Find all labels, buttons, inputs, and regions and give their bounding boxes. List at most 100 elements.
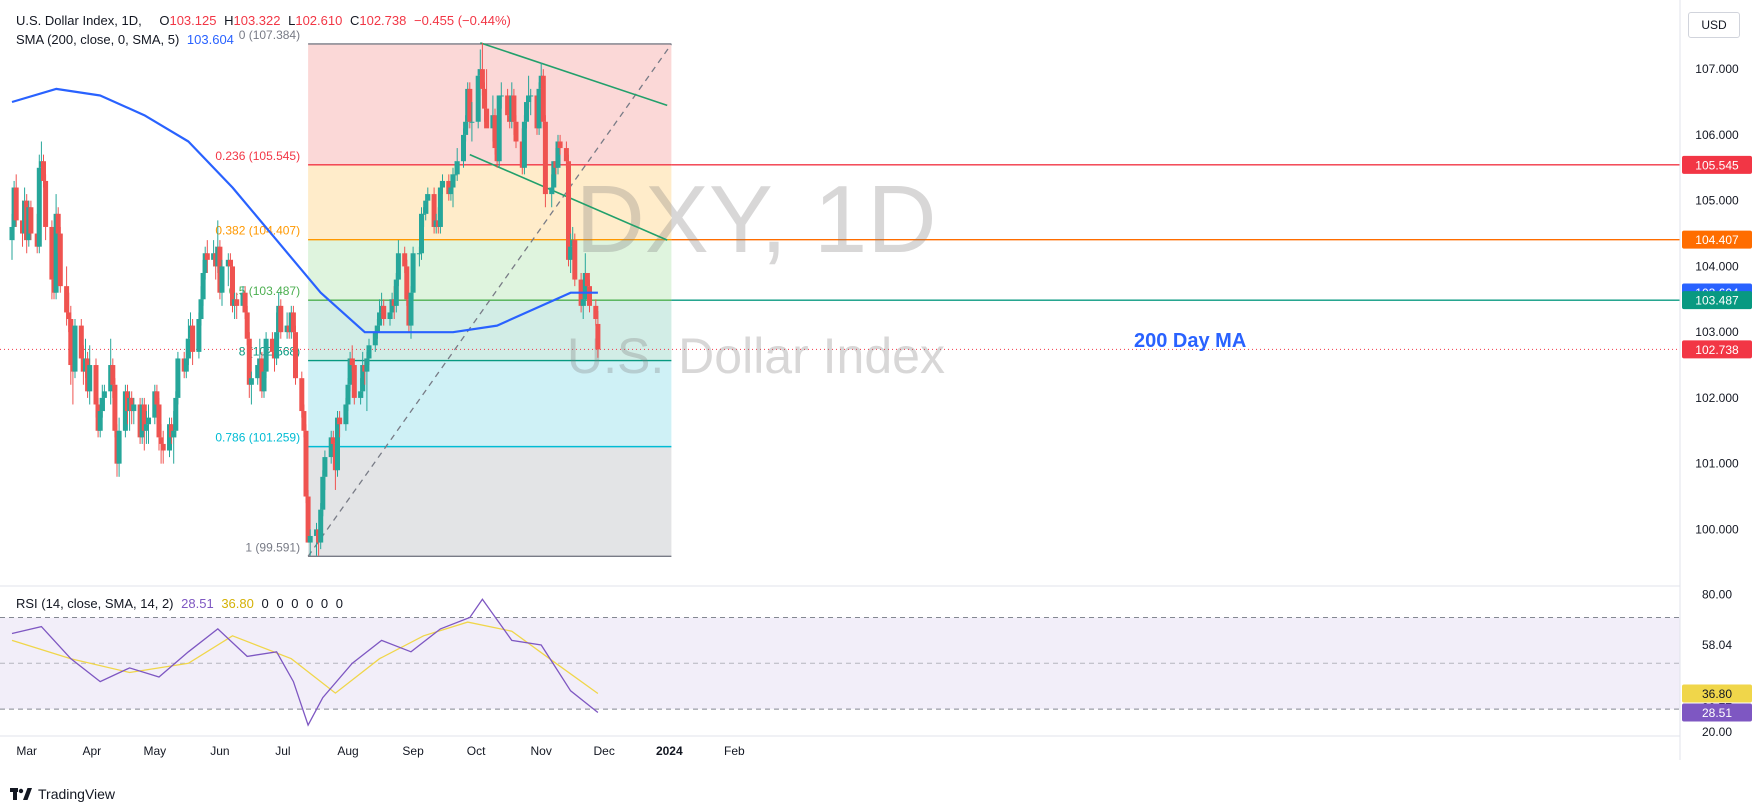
candle — [360, 351, 366, 398]
candle-body — [320, 476, 326, 510]
candle-body — [116, 430, 122, 464]
price-label-box — [1682, 155, 1752, 174]
candle — [425, 187, 431, 214]
candle — [307, 529, 313, 556]
candle — [305, 489, 311, 543]
time-tick-label: Aug — [337, 744, 358, 758]
candle-body — [364, 358, 370, 372]
candle — [542, 115, 548, 208]
candle-body — [200, 272, 206, 300]
candle — [593, 299, 599, 326]
candle-body — [454, 161, 460, 175]
candle — [498, 82, 504, 109]
ohlc-open: O103.125 — [159, 13, 217, 28]
tradingview-logo[interactable]: TradingView — [10, 786, 115, 802]
candle-body — [408, 292, 414, 326]
candle — [246, 332, 252, 398]
candle-body — [450, 174, 456, 188]
candle-body — [463, 121, 469, 135]
candle-body — [303, 430, 309, 497]
candle-body — [584, 272, 590, 287]
rsi-extra-0: 0 — [261, 596, 269, 611]
candle-body — [452, 174, 458, 176]
currency-button[interactable]: USD — [1688, 12, 1740, 38]
candle-body — [57, 233, 63, 287]
candle-body — [568, 246, 574, 260]
candle-body — [255, 365, 261, 379]
candle-body — [190, 325, 196, 352]
price-label-text: 102.738 — [1695, 343, 1739, 357]
candle — [366, 338, 372, 366]
candle-body — [99, 397, 105, 412]
candle-body — [482, 88, 487, 109]
candle-body — [572, 240, 578, 280]
fib-zone — [308, 446, 672, 557]
candle-body — [387, 312, 393, 320]
sma-value: 103.604 — [186, 32, 234, 47]
candle-body — [246, 338, 252, 385]
candle-body — [372, 332, 378, 346]
price-label-text: 104.407 — [1695, 233, 1739, 247]
candle — [57, 226, 63, 293]
candle-body — [479, 69, 485, 89]
candle — [87, 345, 93, 405]
candle — [337, 411, 343, 438]
time-tick-label: May — [143, 744, 166, 758]
sma-200[interactable] — [11, 87, 598, 334]
fib-retracement[interactable]: 0 (107.384) 0.236 (105.545) 0.382 (104.407… — [0, 28, 1680, 557]
candle — [410, 246, 416, 300]
candle-body — [72, 325, 78, 372]
candle — [419, 207, 424, 260]
price-label-text: 103.487 — [1695, 294, 1739, 308]
candle — [28, 200, 34, 241]
legend-sma[interactable]: SMA (200, close, 0, SMA, 5) 103.604 — [16, 32, 238, 47]
candle-body — [301, 411, 307, 431]
candle-body — [492, 115, 498, 149]
candle-body — [278, 305, 284, 333]
candle — [492, 108, 498, 155]
candle-body — [244, 312, 250, 339]
annotations: 200 Day MA — [1134, 330, 1246, 352]
price-label-box — [1682, 340, 1752, 359]
candle-body — [437, 187, 443, 227]
rsi-label-text: 36.80 — [1702, 687, 1732, 701]
candle-body — [328, 437, 334, 458]
candle-body — [55, 213, 61, 234]
candle — [299, 371, 305, 418]
candle-body — [416, 253, 422, 255]
candle — [475, 69, 481, 129]
candle-body — [580, 299, 586, 306]
candle-body — [234, 299, 240, 306]
candle — [408, 286, 414, 339]
time-tick-label: Nov — [531, 744, 552, 758]
price-tick-label: 107.000 — [1695, 62, 1739, 76]
fib-level-label: 1 (99.591) — [245, 540, 300, 554]
fib-zone — [308, 43, 672, 165]
watermark: DXY, 1D U.S. Dollar Index — [567, 166, 945, 384]
candle-body — [526, 95, 532, 103]
price-tick-label: 103.000 — [1695, 325, 1739, 339]
candle — [364, 351, 370, 412]
candle-body — [448, 187, 454, 195]
candle-body — [78, 325, 84, 359]
candle-body — [425, 194, 431, 201]
candle-body — [204, 253, 210, 260]
candle-body — [360, 365, 366, 392]
legend-rsi[interactable]: RSI (14, close, SMA, 14, 2) 28.51 36.80 … — [16, 596, 347, 611]
fib-level-label: 0.236 (105.545) — [215, 149, 300, 163]
rsi-tick-label: 58.04 — [1702, 638, 1732, 652]
candle-body — [467, 88, 473, 122]
candle — [587, 279, 592, 313]
time-tick-label: Apr — [82, 744, 101, 758]
watermark-description: U.S. Dollar Index — [567, 328, 945, 384]
price-tick-label: 106.000 — [1695, 128, 1739, 142]
candle — [479, 42, 485, 96]
candle — [381, 299, 387, 326]
candle — [190, 319, 196, 366]
candle — [101, 384, 107, 412]
rsi-scale-label: 36.80 — [1682, 684, 1752, 703]
symbol-title: U.S. Dollar Index, 1D, — [16, 13, 142, 28]
ohlc-change: −0.455 (−0.44%) — [413, 13, 511, 28]
candle-body — [563, 148, 569, 162]
